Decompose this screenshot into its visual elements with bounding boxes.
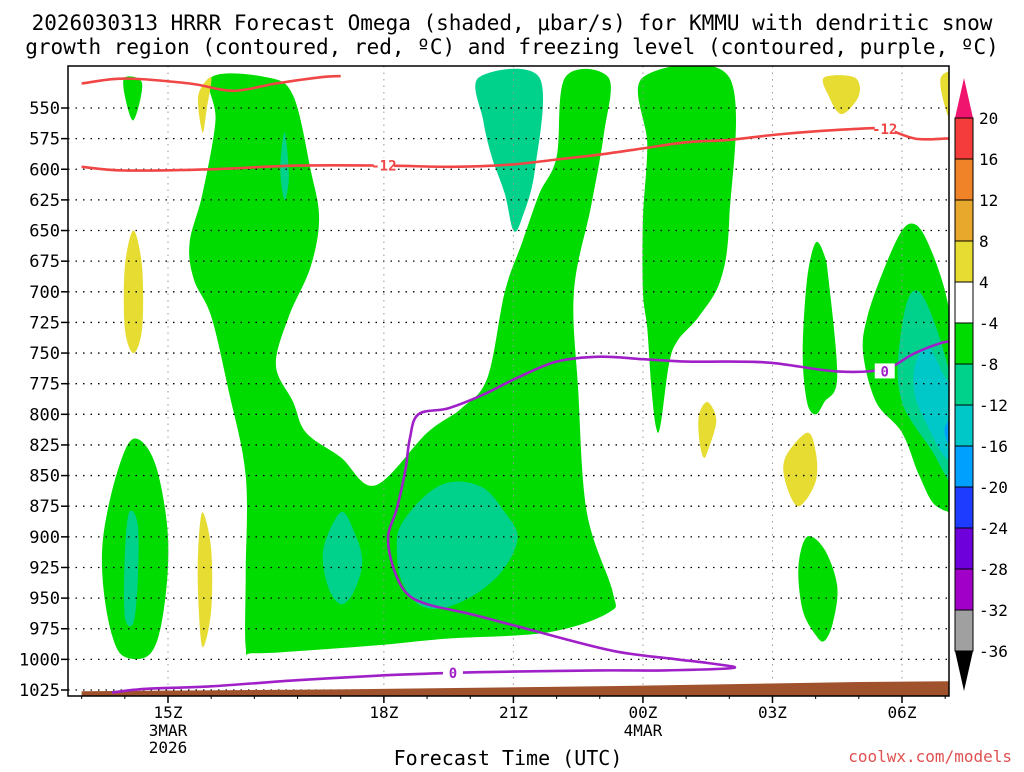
contour-label: 0 [881,364,889,380]
omega-region-m8 [123,510,139,627]
colorbar-top-extend [955,78,973,118]
contour-label-bg [874,363,895,379]
plot-frame [67,65,950,697]
y-tick-label: 900 [29,528,60,548]
colorbar-bin [954,404,974,447]
x-tick-label: 21Z [499,703,528,722]
x-tick-label: 03Z [758,703,787,722]
ground [81,681,949,696]
y-tick-label: 775 [29,375,60,395]
y-tick-label: 825 [29,436,60,456]
omega-region-m16 [944,419,949,445]
colorbar-bin [954,568,974,611]
x-tick-label: 15Z [154,703,183,722]
omega-region-4 [197,77,212,133]
omega-region-m12 [913,346,949,462]
x-axis-title: Forecast Time (UTC) [394,746,623,768]
colorbar-bin [954,609,974,652]
y-tick-label: 675 [29,252,60,272]
colorbar-bin [954,199,974,242]
colorbar-label: -28 [979,560,1008,579]
omega-region-m4 [189,68,616,656]
colorbar-label: 16 [979,150,998,169]
omega-region-4 [197,512,213,648]
y-tick-label: 575 [29,130,60,150]
colorbar-label: -12 [979,396,1008,415]
omega-region-4 [783,432,818,507]
omega-shading [101,66,949,660]
colorbar-label: -8 [979,355,998,374]
contour-label-bg [442,664,463,680]
y-tick-label: 650 [29,222,60,242]
contour-label-bg [874,120,895,136]
colorbar-bin [954,117,974,160]
colorbar-label: -36 [979,642,1008,661]
colorbar-bin [954,158,974,201]
colorbar-label: 4 [979,273,989,292]
y-tick-label: 600 [29,160,60,180]
omega-region-4 [940,71,949,119]
colorbar-bin [954,527,974,570]
x-tick-label: 18Z [369,703,398,722]
y-tick-label: 975 [29,620,60,640]
colorbar: 20 16 12 8 4 -4 -8 -12 -16 -20 -24 -28 -32 -36 [954,78,1008,691]
x-tick-label: 00Z [628,703,657,722]
colorbar-label: -20 [979,478,1008,497]
chart-subtitle: growth region (contoured, red, ºC) and f… [25,35,999,59]
credit-text: coolwx.com/models [848,747,1012,766]
omega-region-m4 [123,76,143,121]
y-tick-label: 925 [29,558,60,578]
colorbar-label: -16 [979,437,1008,456]
colorbar-label: 12 [979,191,998,210]
y-tick-label: 875 [29,497,60,517]
colorbar-bin [954,322,974,365]
contour-line-1 [81,74,341,93]
colorbar-label: 20 [979,109,998,128]
y-tick-label: 1025 [19,681,60,701]
contour-label: -12 [371,159,396,175]
y-tick-label: 800 [29,405,60,425]
y-tick-label: 725 [29,313,60,333]
colorbar-label: -4 [979,314,998,333]
terrain-surface [81,681,949,696]
omega-region-m8 [475,68,544,232]
contour-line-2 [111,340,949,694]
colorbar-bottom-extend [955,651,973,691]
y-tick-label: 550 [29,99,60,119]
y-tick-label: 700 [29,283,60,303]
x-tick-sublabel: 4MAR [624,721,663,740]
contours: -12 -12 0 0 [81,74,949,694]
colorbar-bin [954,281,974,324]
contour-label-bg [373,157,394,173]
colorbar-bin [954,240,974,283]
y-axis: 550 575 600 625 650 675 700 725 750 775 800 825 850 8… [19,99,68,701]
y-tick-label: 850 [29,467,60,487]
y-tick-label: 950 [29,589,60,609]
colorbar-bin [954,363,974,406]
colorbar-bin [954,486,974,529]
y-tick-label: 625 [29,191,60,211]
y-tick-label: 750 [29,344,60,364]
contour-label: 0 [449,666,457,682]
omega-region-m4 [637,66,736,433]
chart-title: 2026030313 HRRR Forecast Omega (shaded, … [32,11,993,35]
colorbar-label: -24 [979,519,1008,538]
omega-region-m8 [322,511,363,605]
x-tick-label: 06Z [888,703,917,722]
colorbar-label: 8 [979,232,989,251]
x-tick-sublabel: 3MAR [149,721,188,740]
omega-region-4 [822,75,860,115]
omega-region-m4 [798,536,838,642]
colorbar-label: -32 [979,601,1008,620]
contour-label: -12 [872,122,897,138]
x-tick-sublabel: 2026 [149,738,188,757]
omega-region-4 [698,401,717,458]
y-tick-label: 1000 [19,650,60,670]
colorbar-bin [954,445,974,488]
omega-region-m8 [396,481,518,609]
